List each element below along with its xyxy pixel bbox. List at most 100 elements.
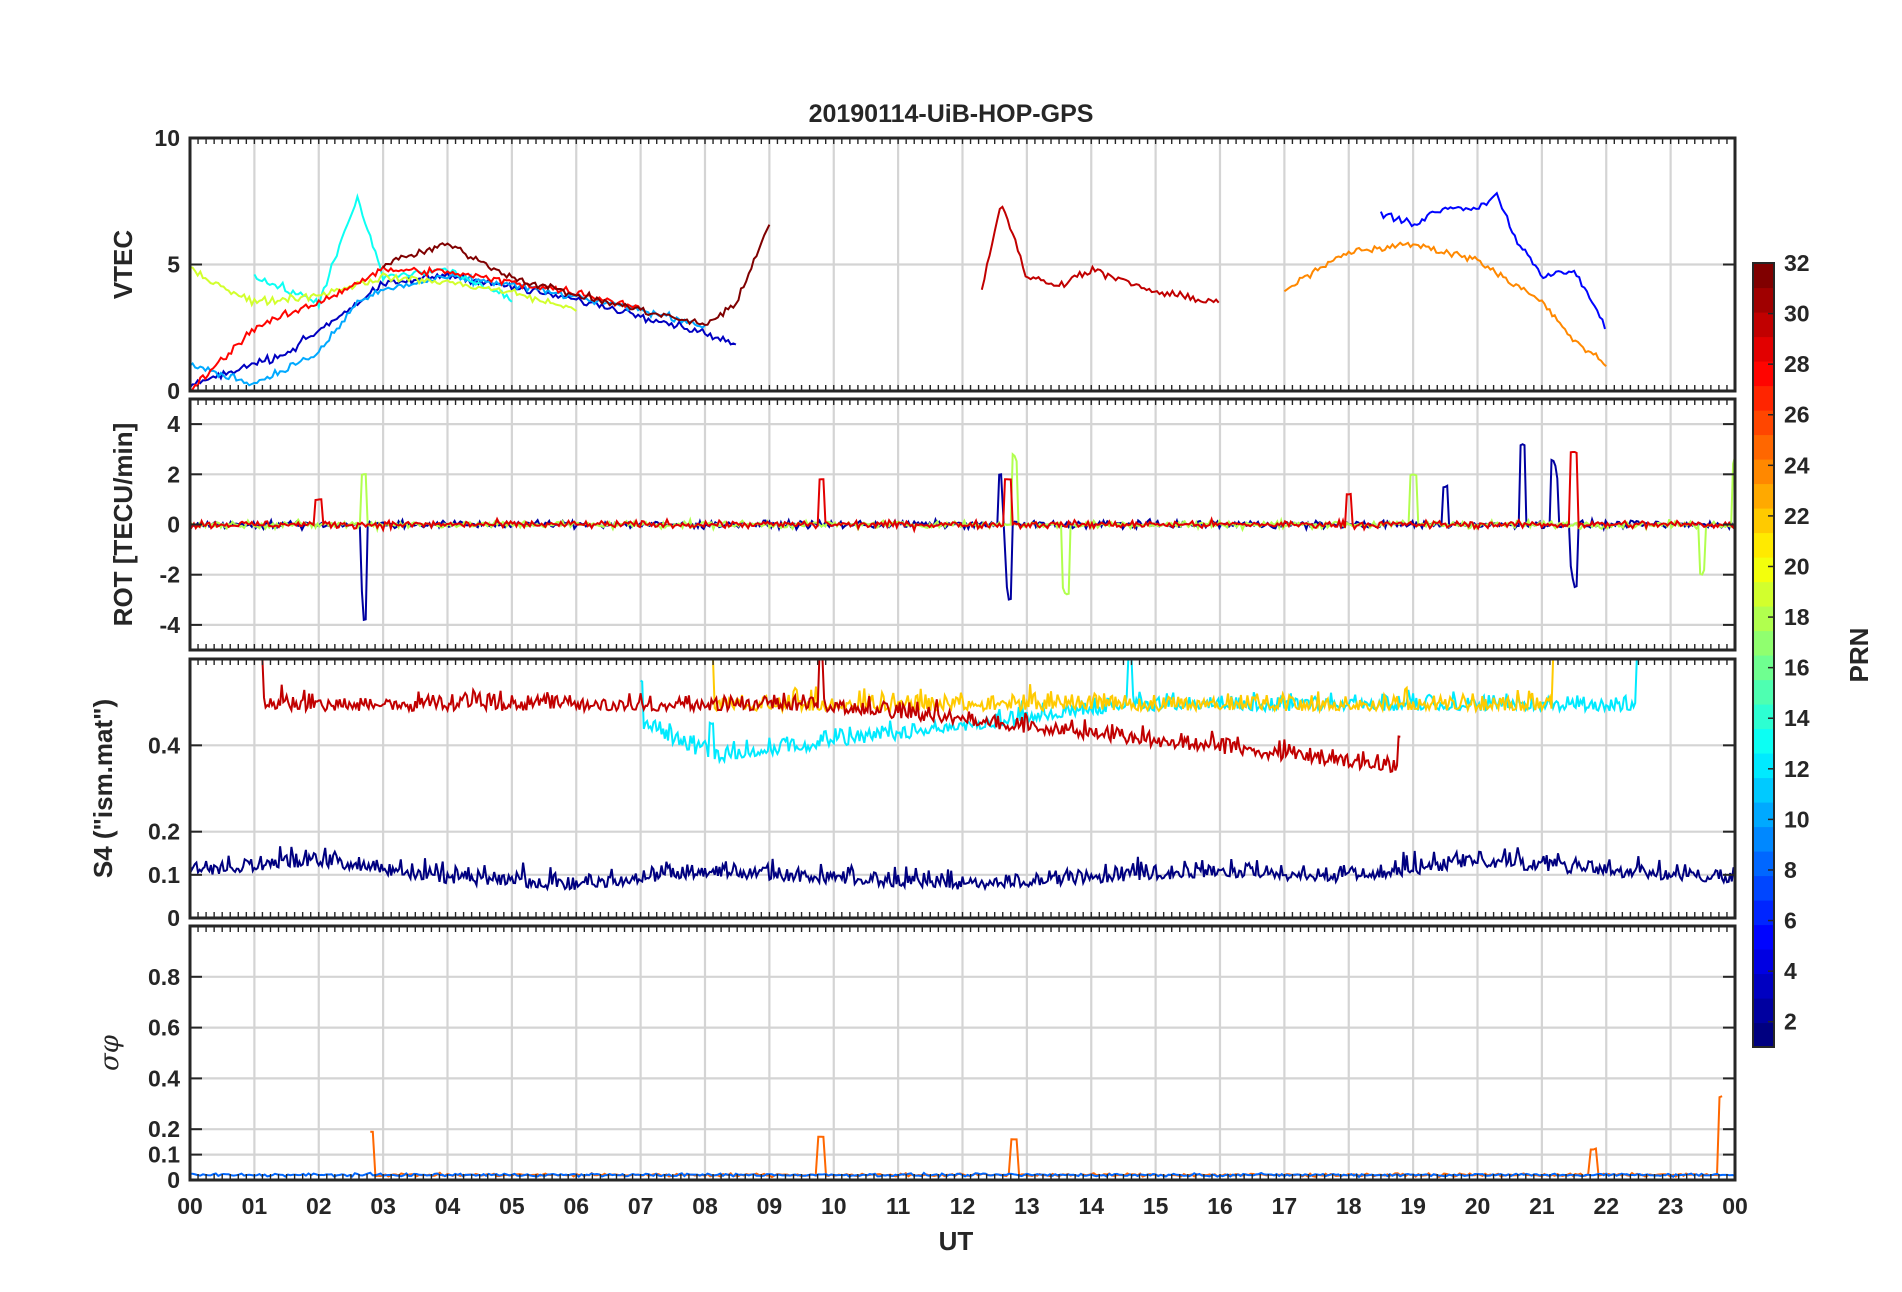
y-tick-label: 0.2 — [148, 819, 180, 845]
series-line-prn-13 — [253, 193, 513, 311]
colorbar-tick-label: 10 — [1784, 806, 1810, 832]
colorbar-tick-label: 2 — [1784, 1009, 1797, 1035]
colorbar-segment — [1753, 679, 1774, 705]
panel-s4: 0 0.1 0.2 0.4 S4 ("ism.mat") — [88, 657, 1737, 931]
x-tick-label: 02 — [306, 1193, 332, 1219]
x-tick-label: 05 — [499, 1193, 525, 1219]
y-axis-label: S4 ("ism.mat") — [88, 699, 118, 878]
colorbar-segment — [1753, 483, 1774, 509]
x-tick-label: 14 — [1078, 1193, 1104, 1219]
colorbar-label: PRN — [1844, 628, 1874, 683]
y-tick-label: 0.4 — [148, 1065, 180, 1091]
x-tick-label: 00 — [1722, 1193, 1748, 1219]
colorbar-segment — [1753, 630, 1774, 656]
series-line-prn-28 — [190, 265, 642, 391]
series-group — [190, 659, 1735, 892]
y-tick-label: 2 — [167, 461, 180, 487]
colorbar-tick-label: 30 — [1784, 301, 1810, 327]
colorbar-segment — [1753, 924, 1774, 950]
y-tick-label: 0 — [167, 512, 180, 538]
series-line-prn-19 — [190, 266, 577, 312]
series-line-prn-25 — [370, 1095, 1723, 1179]
x-tick-label: 21 — [1529, 1193, 1555, 1219]
series-line-prn-30 — [980, 205, 1220, 304]
colorbar-tick-label: 26 — [1784, 402, 1810, 428]
x-tick-label: 19 — [1400, 1193, 1426, 1219]
x-tick-label: 16 — [1207, 1193, 1233, 1219]
x-tick-label: 15 — [1143, 1193, 1169, 1219]
x-tick-label: 01 — [242, 1193, 268, 1219]
y-tick-label: -4 — [160, 612, 181, 638]
series-line-prn-24 — [1283, 241, 1607, 368]
colorbar-segment — [1753, 459, 1774, 485]
colorbar-segment — [1753, 655, 1774, 681]
colorbar-segment — [1753, 287, 1774, 313]
y-axis-label: VTEC — [108, 230, 138, 300]
colorbar-segment — [1753, 557, 1774, 583]
colorbar-segment — [1753, 532, 1774, 558]
x-tick-label: 12 — [950, 1193, 976, 1219]
y-tick-label: -2 — [160, 562, 180, 588]
series-line-prn-10 — [190, 273, 706, 387]
chart-title: 20190114-UiB-HOP-GPS — [809, 100, 1094, 128]
colorbar-segment — [1753, 998, 1774, 1024]
y-tick-label: 4 — [167, 411, 180, 437]
y-axis-label: ROT [TECU/min] — [108, 423, 138, 627]
colorbar-segment — [1753, 875, 1774, 901]
series-line-prn-30 — [260, 659, 1401, 774]
colorbar-segment — [1753, 361, 1774, 387]
colorbar-tick-label: 12 — [1784, 756, 1810, 782]
x-tick-label: 17 — [1272, 1193, 1298, 1219]
colorbar-border — [1752, 262, 1775, 1048]
y-tick-label: 0.6 — [148, 1015, 180, 1041]
y-tick-label: 10 — [154, 125, 180, 151]
colorbar-tick-label: 16 — [1784, 655, 1810, 681]
colorbar-segment — [1753, 851, 1774, 877]
y-tick-label: 0 — [167, 905, 180, 931]
series-line-prn-29 — [190, 451, 1735, 534]
x-tick-label: 13 — [1014, 1193, 1040, 1219]
colorbar-tick-label: 6 — [1784, 908, 1797, 934]
colorbar-tick-label: 22 — [1784, 503, 1810, 529]
colorbar-segment — [1753, 826, 1774, 852]
x-tick-label: 03 — [370, 1193, 396, 1219]
y-tick-label: 0.4 — [148, 732, 180, 758]
series-line-prn-32 — [382, 224, 771, 327]
series-group — [190, 191, 1607, 391]
colorbar-segment — [1753, 312, 1774, 338]
colorbar-segment — [1753, 704, 1774, 730]
x-tick-label: 06 — [563, 1193, 589, 1219]
x-tick-label: 22 — [1593, 1193, 1619, 1219]
colorbar-segment — [1753, 1022, 1774, 1048]
colorbar-segment — [1753, 900, 1774, 926]
x-tick-label: 10 — [821, 1193, 847, 1219]
colorbar-tick-label: 4 — [1784, 958, 1797, 984]
colorbar-tick-label: 14 — [1784, 705, 1810, 731]
colorbar-tick-label: 20 — [1784, 553, 1810, 579]
colorbar-segment — [1753, 802, 1774, 828]
y-tick-label: 0.1 — [148, 862, 180, 888]
colorbar-segment — [1753, 263, 1774, 289]
series-line-prn-3 — [190, 270, 737, 389]
series-line-prn-1 — [190, 846, 1735, 892]
x-tick-label: 09 — [757, 1193, 783, 1219]
y-axis-label: σφ — [95, 1034, 125, 1071]
colorbar-segment — [1753, 777, 1774, 803]
panel-rot: -4 -2 0 2 4 ROT [TECU/min] — [108, 397, 1737, 652]
x-tick-label: 07 — [628, 1193, 654, 1219]
colorbar-tick-label: 8 — [1784, 857, 1797, 883]
y-tick-label: 0.8 — [148, 964, 180, 990]
x-tick-label: 11 — [886, 1193, 911, 1219]
x-axis-label: UT — [939, 1226, 974, 1256]
y-tick-label: 5 — [167, 252, 180, 278]
colorbar-segment — [1753, 606, 1774, 632]
colorbar-tick-label: 28 — [1784, 351, 1810, 377]
x-tick-label: 00 — [177, 1193, 203, 1219]
colorbar-segment — [1753, 434, 1774, 460]
x-tick-label: 18 — [1336, 1193, 1362, 1219]
colorbar-segment — [1753, 508, 1774, 534]
x-tick-label: 20 — [1465, 1193, 1491, 1219]
colorbar-tick-label: 24 — [1784, 452, 1810, 478]
colorbar-segment — [1753, 728, 1774, 754]
